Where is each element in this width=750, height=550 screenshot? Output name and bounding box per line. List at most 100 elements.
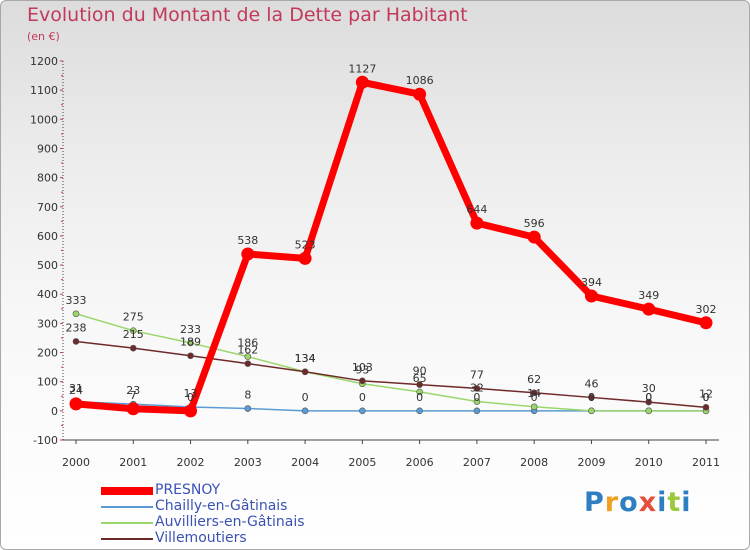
data-point <box>530 403 538 411</box>
x-tick-label: 2011 <box>692 456 720 469</box>
data-point <box>359 407 366 415</box>
data-point <box>588 394 595 401</box>
data-label: 0 <box>645 391 652 404</box>
data-point <box>69 397 83 411</box>
data-label: 1086 <box>406 74 434 87</box>
data-point <box>416 388 423 396</box>
y-tick-label: 1100 <box>30 84 58 97</box>
data-point <box>584 289 598 303</box>
data-label: 0 <box>302 391 309 404</box>
legend-label: Villemoutiers <box>155 530 247 546</box>
data-point <box>473 407 481 415</box>
legend-item-presnoy: PRESNOY <box>101 482 401 499</box>
logo-letter: i <box>657 487 668 518</box>
data-point <box>416 381 423 388</box>
data-label: 0 <box>359 391 366 404</box>
data-point <box>184 404 198 418</box>
data-label: 0 <box>473 391 480 404</box>
data-label: 275 <box>123 311 144 324</box>
y-tick-label: 900 <box>37 142 58 155</box>
data-point <box>187 339 194 347</box>
data-point <box>473 385 481 392</box>
legend-item-villemoutiers: Villemoutiers <box>101 530 401 547</box>
data-label: 31 <box>69 382 83 395</box>
data-label: 46 <box>584 377 598 390</box>
data-point <box>645 398 653 406</box>
y-tick-label: 800 <box>37 172 58 185</box>
data-label: 1127 <box>348 62 376 75</box>
data-label: 7 <box>130 389 137 402</box>
data-point <box>413 87 427 101</box>
data-point <box>588 407 595 415</box>
data-point <box>187 352 194 360</box>
data-label: 238 <box>66 321 87 334</box>
data-point <box>129 344 137 352</box>
data-label: 90 <box>413 365 427 378</box>
data-label: 189 <box>180 336 201 349</box>
chart-lines <box>69 75 713 418</box>
data-label: 302 <box>696 303 717 316</box>
proxiti-logo: Proxiti <box>584 487 692 518</box>
data-label: 538 <box>237 234 258 247</box>
y-tick-label: 200 <box>37 347 58 360</box>
logo-letter: t <box>667 487 682 518</box>
data-point <box>72 338 80 345</box>
legend-item-auvilliers: Auvilliers-en-Gâtinais <box>101 514 401 531</box>
x-tick-label: 2008 <box>520 456 548 469</box>
x-tick-label: 2009 <box>577 456 605 469</box>
legend-label: PRESNOY <box>155 482 221 498</box>
data-point <box>702 404 710 411</box>
legend-label: Auvilliers-en-Gâtinais <box>155 514 305 530</box>
data-label: 394 <box>581 276 602 289</box>
series-line-presnoy <box>72 78 710 415</box>
data-point <box>298 251 312 265</box>
chart-legend: PRESNOY Chailly-en-Gâtinais Auvilliers-e… <box>101 482 401 547</box>
data-label: 12 <box>699 387 713 400</box>
y-tick-label: -100 <box>33 434 58 447</box>
data-label: 0 <box>645 391 652 404</box>
x-tick-label: 2007 <box>463 456 491 469</box>
data-point <box>642 302 656 316</box>
data-label: 0 <box>588 391 595 404</box>
data-point <box>72 310 80 318</box>
x-tick-label: 2004 <box>291 456 319 469</box>
data-label: 233 <box>180 323 201 336</box>
y-tick-label: 1000 <box>30 113 58 126</box>
data-label: 93 <box>355 364 369 377</box>
data-label: 23 <box>126 384 140 397</box>
x-tick-label: 2006 <box>406 456 434 469</box>
y-tick-label: 400 <box>37 288 58 301</box>
data-point <box>473 398 481 405</box>
legend-item-chailly: Chailly-en-Gâtinais <box>101 498 401 515</box>
data-point <box>301 368 309 376</box>
logo-letter: o <box>619 487 639 518</box>
data-point <box>470 216 484 230</box>
chart-title: Evolution du Montant de la Dette par Hab… <box>27 4 468 26</box>
data-label: 0 <box>703 391 710 404</box>
data-label: 349 <box>638 289 659 302</box>
data-label: 644 <box>466 203 487 216</box>
series-line-villemoutiers <box>75 340 707 409</box>
data-point <box>129 327 137 334</box>
y-tick-label: 1200 <box>30 55 58 68</box>
chart-axes: -100010020030040050060070080090010001100… <box>30 55 720 469</box>
x-tick-label: 2010 <box>635 456 663 469</box>
y-tick-label: 600 <box>37 230 58 243</box>
data-point <box>244 353 252 360</box>
y-tick-label: 0 <box>51 405 58 418</box>
data-label: 14 <box>527 387 541 400</box>
logo-letter: x <box>638 487 658 518</box>
data-point <box>530 389 538 397</box>
logo-letter: r <box>604 487 620 518</box>
legend-label: Chailly-en-Gâtinais <box>155 498 288 514</box>
legend-swatch-auvilliers <box>101 522 153 524</box>
x-tick-label: 2000 <box>62 456 90 469</box>
y-tick-label: 300 <box>37 317 58 330</box>
data-label: 215 <box>123 328 144 341</box>
data-label: 134 <box>295 352 316 365</box>
data-label: 13 <box>184 387 198 400</box>
data-label: 0 <box>187 391 194 404</box>
chart-data-labels: 24 7 0 538 523 1127 1086 644 596 394 349 302 31 23 13 8… <box>66 62 717 404</box>
